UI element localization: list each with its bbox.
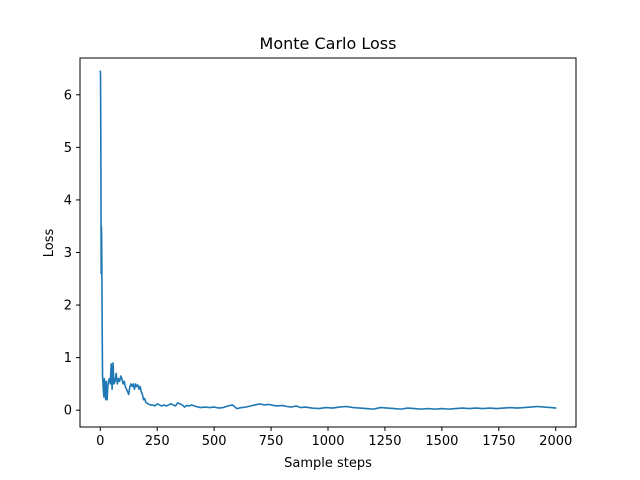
y-tick-label: 0 xyxy=(64,404,72,419)
y-tick-label: 6 xyxy=(64,88,72,103)
series-line-0 xyxy=(99,70,557,410)
x-tick-label: 2000 xyxy=(539,434,572,449)
y-tick-label: 3 xyxy=(64,246,72,261)
x-tick-label: 1500 xyxy=(425,434,458,449)
x-tick-label: 250 xyxy=(145,434,170,449)
x-tick-label: 1000 xyxy=(311,434,344,449)
chart-title: Monte Carlo Loss xyxy=(260,34,397,53)
y-tick-label: 2 xyxy=(64,299,72,314)
y-tick-label: 4 xyxy=(64,193,72,208)
x-tick-label: 0 xyxy=(96,434,104,449)
y-tick-label: 5 xyxy=(64,141,72,156)
x-axis: 0 250 500 750 1000 1250 1500 1750 2000 xyxy=(96,427,572,449)
x-tick-label: 500 xyxy=(202,434,227,449)
x-tick-label: 750 xyxy=(259,434,284,449)
y-axis: 0 1 2 3 4 5 6 xyxy=(64,88,80,419)
x-axis-label: Sample steps xyxy=(284,456,372,471)
series-layer xyxy=(99,70,557,410)
x-tick-label: 1250 xyxy=(368,434,401,449)
y-axis-label: Loss xyxy=(42,229,57,258)
x-tick-label: 1750 xyxy=(482,434,515,449)
y-tick-label: 1 xyxy=(64,351,72,366)
